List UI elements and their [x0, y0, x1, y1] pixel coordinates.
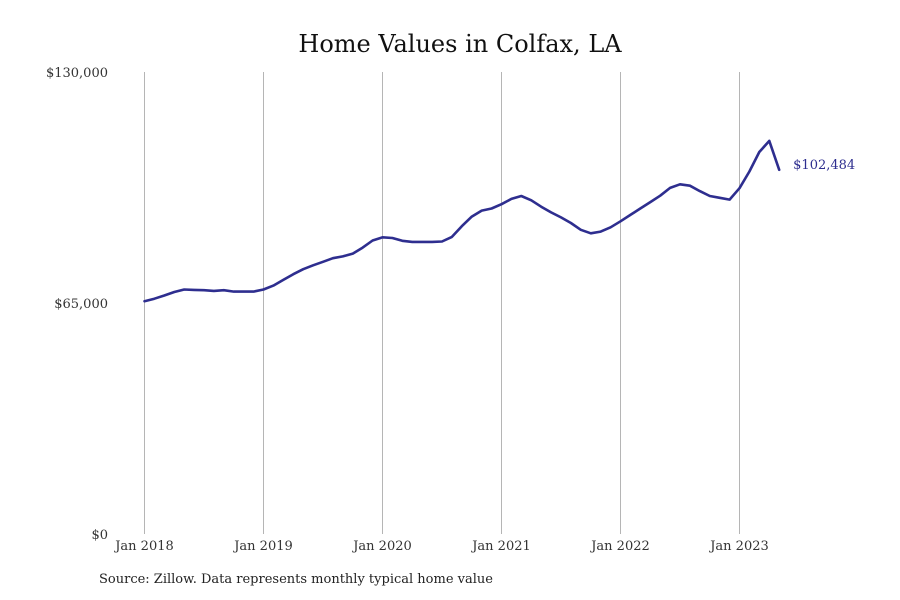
series-line-0 [143, 139, 781, 303]
x-tick-label: Jan 2023 [708, 539, 769, 554]
y-tick-label: $0 [91, 528, 108, 543]
source-note: Source: Zillow. Data represents monthly … [99, 572, 493, 587]
y-axis-ticks: $0 $65,000 $130,000 [46, 66, 108, 543]
series-group: $102,484 [143, 139, 855, 303]
y-tick-label: $130,000 [46, 66, 108, 81]
x-tick-label: Jan 2022 [589, 539, 650, 554]
end-value-label: $102,484 [793, 158, 855, 173]
chart-title: Home Values in Colfax, LA [298, 30, 622, 58]
grid-lines [144, 72, 740, 534]
x-tick-label: Jan 2018 [113, 539, 174, 554]
x-tick-label: Jan 2020 [351, 539, 412, 554]
y-tick-label: $65,000 [54, 297, 108, 312]
x-tick-label: Jan 2021 [470, 539, 531, 554]
x-axis-ticks: Jan 2018 Jan 2019 Jan 2020 Jan 2021 Jan 2022… [113, 539, 769, 554]
x-tick-label: Jan 2019 [232, 539, 293, 554]
